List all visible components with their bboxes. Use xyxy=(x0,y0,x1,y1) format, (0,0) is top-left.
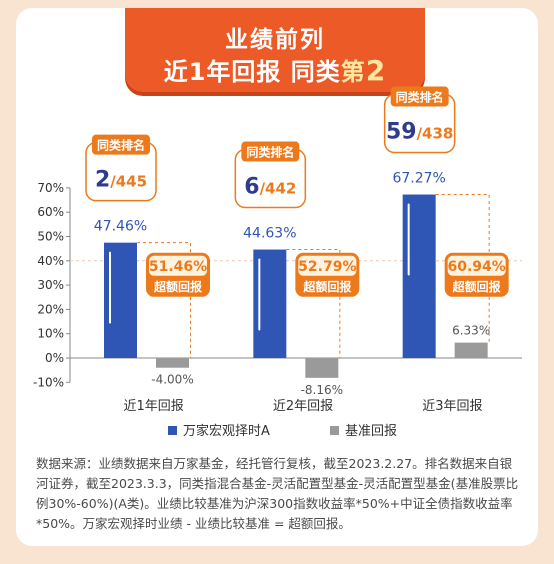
banner-subtitle-number: 2 xyxy=(365,54,387,87)
rank-number: 6 xyxy=(244,175,259,200)
data-source-note: 数据来源：业绩数据来自万家基金，经托管行复核，截至2023.2.27。排名数据来… xyxy=(36,456,519,531)
category-label: 近1年回报 xyxy=(124,399,184,414)
rank-value: 6/442 xyxy=(244,175,296,200)
y-tick-label: -10% xyxy=(33,375,64,389)
y-tick-label: 10% xyxy=(37,327,64,341)
excess-value: 60.94% xyxy=(448,259,506,275)
rank-total: /442 xyxy=(260,180,297,198)
rank-value: 59/438 xyxy=(386,120,453,145)
excess-connector-lower xyxy=(338,296,341,359)
rank-title-tag xyxy=(241,141,300,162)
rank-total: /445 xyxy=(110,173,147,191)
excess-value: 51.46% xyxy=(149,259,207,275)
excess-label: 超额回报 xyxy=(153,279,202,294)
fund-bar xyxy=(253,249,287,358)
rank-title-tag xyxy=(390,86,449,107)
rank-total: /438 xyxy=(417,125,454,143)
performance-chart: 70% 60% 50% 40% 30% 20% 10% 0% -10% 47.46% -4.00% 近… xyxy=(33,86,522,439)
category-label: 近2年回报 xyxy=(273,399,333,414)
fund-bar xyxy=(402,194,436,358)
fund-value-label: 47.46% xyxy=(94,219,147,235)
y-tick-label: 70% xyxy=(37,181,64,195)
benchmark-value-label: 6.33% xyxy=(452,324,490,338)
legend-swatch-benchmark xyxy=(330,426,339,435)
rank-number: 59 xyxy=(386,120,417,145)
rank-title: 同类排名 xyxy=(246,145,294,160)
benchmark-bar xyxy=(156,358,189,368)
excess-label: 超额回报 xyxy=(452,279,501,294)
benchmark-value-label: -8.16% xyxy=(301,383,343,397)
benchmark-bar xyxy=(305,358,339,378)
rank-title-tag xyxy=(92,134,150,155)
excess-badge-inner xyxy=(149,255,207,276)
y-tick-label: 50% xyxy=(37,230,64,244)
legend-label-benchmark: 基准回报 xyxy=(345,424,397,439)
rank-number: 2 xyxy=(95,168,110,193)
excess-connector xyxy=(435,194,490,253)
excess-badge-inner xyxy=(298,255,357,276)
y-tick-label: 20% xyxy=(37,302,64,316)
excess-connector-lower xyxy=(189,296,191,359)
rank-value: 2/445 xyxy=(95,168,147,193)
banner-subtitle-highlight: 第 xyxy=(340,58,366,86)
benchmark-bar xyxy=(454,342,488,358)
excess-badge-inner xyxy=(447,255,506,276)
rank-title: 同类排名 xyxy=(396,90,444,105)
rank-title: 同类排名 xyxy=(97,138,145,153)
excess-value: 52.79% xyxy=(298,259,356,275)
fund-value-label: 44.63% xyxy=(243,226,296,242)
title-banner: 业绩前列 近1年回报 同类第2 xyxy=(125,8,425,92)
fund-value-label: 67.27% xyxy=(392,171,445,187)
y-tick-label: 0% xyxy=(45,351,64,365)
category-label: 近3年回报 xyxy=(422,399,482,414)
excess-connector xyxy=(286,249,341,253)
banner-subtitle: 近1年回报 同类第2 xyxy=(125,52,425,87)
banner-subtitle-text: 近1年回报 同类 xyxy=(163,58,341,86)
legend-swatch-fund xyxy=(168,426,177,435)
banner-title: 业绩前列 xyxy=(225,27,325,53)
y-tick-label: 60% xyxy=(37,205,64,219)
benchmark-value-label: -4.00% xyxy=(151,373,193,387)
excess-connector xyxy=(137,242,191,253)
legend-label-fund: 万家宏观择时A xyxy=(183,423,270,439)
fund-bar xyxy=(104,242,137,358)
y-tick-label: 30% xyxy=(37,278,64,292)
y-tick-label: 40% xyxy=(37,254,64,268)
excess-label: 超额回报 xyxy=(302,279,351,294)
